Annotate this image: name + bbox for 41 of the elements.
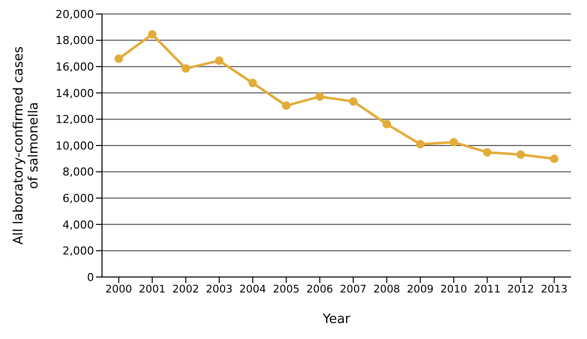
y-tick-label: 16,000: [56, 60, 94, 74]
point: [215, 56, 224, 65]
point: [114, 54, 123, 63]
x-tick-label: 2006: [306, 283, 334, 296]
x-tick-label: 2004: [239, 283, 266, 296]
x-tick-label: 2011: [474, 283, 501, 296]
y-tick-label: 10,000: [56, 139, 94, 152]
y-tick-label: 6,000: [62, 192, 94, 206]
point: [550, 154, 558, 164]
point: [516, 150, 525, 159]
y-tick-label: 2,000: [62, 244, 94, 258]
x-tick-label: 2012: [507, 283, 534, 296]
point: [382, 120, 391, 128]
x-tick-label: 2010: [440, 283, 468, 296]
y-tick-label: 8,000: [62, 166, 94, 179]
y-tick-label: 14,000: [56, 86, 94, 100]
x-tick-label: 2005: [272, 283, 300, 296]
point: [450, 138, 458, 146]
y-tick-label: 12,000: [56, 113, 94, 126]
point: [316, 92, 324, 101]
x-tick-label: 2002: [172, 283, 200, 296]
x-tick-label: 2001: [138, 283, 166, 296]
point: [483, 148, 492, 157]
point: [416, 140, 424, 148]
y-tick-label: 4,000: [62, 218, 94, 232]
point: [182, 64, 190, 73]
y-tick-label: 20,000: [56, 8, 94, 21]
y-tick-label: 18,000: [56, 34, 94, 48]
x-tick-label: 2008: [373, 283, 400, 296]
point: [148, 30, 156, 39]
point: [282, 101, 290, 110]
x-tick-label: 2000: [105, 283, 132, 296]
point: [248, 78, 257, 88]
x-tick-label: 2007: [340, 283, 367, 296]
y-tick-label: 0: [87, 270, 94, 284]
x-tick-label: 2003: [206, 283, 233, 296]
point: [349, 97, 358, 106]
x-tick-label: 2009: [406, 283, 434, 296]
x-axis-title: Year: [322, 312, 351, 327]
x-tick-label: 2013: [540, 283, 568, 296]
y-axis-title: All laboratory-confirmed cases of salmonella: [12, 46, 42, 245]
